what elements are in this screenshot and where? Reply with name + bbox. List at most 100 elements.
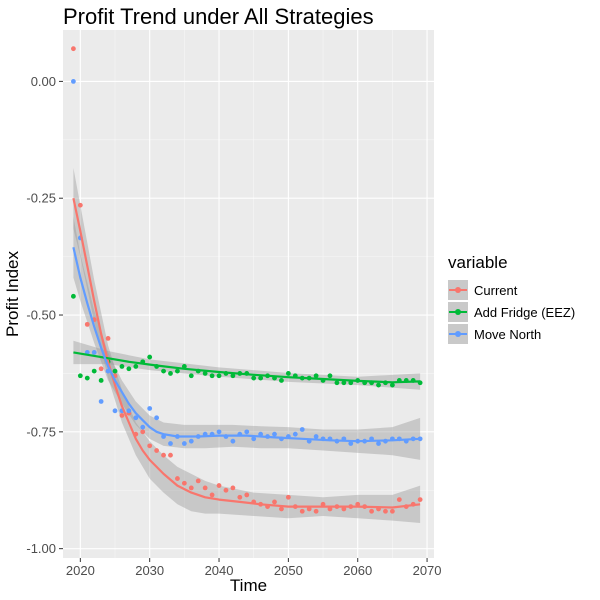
point-move-north <box>272 431 277 437</box>
point-move-north <box>348 441 354 446</box>
point-current <box>175 476 180 481</box>
point-add-fridge-eez <box>313 373 319 379</box>
point-add-fridge-eez <box>71 293 76 299</box>
legend-title: variable <box>448 253 508 272</box>
point-move-north <box>244 429 250 435</box>
x-tick-label: 2040 <box>205 563 234 578</box>
point-add-fridge-eez <box>376 382 381 388</box>
point-add-fridge-eez <box>334 380 340 386</box>
point-move-north <box>91 350 97 355</box>
legend-item-add-fridge: Add Fridge (EEZ) <box>448 301 575 323</box>
point-add-fridge-eez <box>216 373 222 379</box>
axis-ticks: 2020 2030 2040 2050 2060 2070 0.00 -0.25 -0.50 -0… <box>26 74 441 578</box>
point-add-fridge-eez <box>161 368 166 374</box>
x-tick-label: 2030 <box>135 563 164 578</box>
point-move-north <box>299 427 305 432</box>
point-add-fridge-eez <box>209 373 215 379</box>
point-current <box>285 494 291 500</box>
point-current <box>181 480 187 486</box>
point-add-fridge-eez <box>389 382 395 388</box>
point-current <box>327 506 333 512</box>
point-move-north <box>216 429 222 435</box>
point-add-fridge-eez <box>84 375 90 381</box>
legend-label-current: Current <box>474 282 518 298</box>
point-current <box>341 506 347 512</box>
point-add-fridge-eez <box>341 380 347 386</box>
point-move-north <box>112 408 118 414</box>
point-move-north <box>126 408 132 414</box>
point-add-fridge-eez <box>327 373 333 379</box>
legend-dot-add-fridge <box>455 309 461 315</box>
point-add-fridge-eez <box>251 375 257 381</box>
point-add-fridge-eez <box>98 378 104 383</box>
point-move-north <box>188 438 194 444</box>
point-add-fridge-eez <box>119 364 125 369</box>
trend-move-north <box>72 247 421 443</box>
point-move-north <box>140 424 146 430</box>
y-tick-label: -1.00 <box>26 541 56 556</box>
point-current <box>84 321 90 327</box>
point-current <box>147 443 153 449</box>
point-add-fridge-eez <box>285 371 291 376</box>
point-current <box>272 499 277 505</box>
legend-dot-move-north <box>455 331 461 337</box>
legend-key-add-fridge <box>448 302 468 322</box>
point-add-fridge-eez <box>147 354 153 360</box>
point-current <box>140 429 146 435</box>
point-current <box>306 506 312 512</box>
point-move-north <box>154 415 160 421</box>
point-current <box>71 46 76 52</box>
legend-dot-current <box>455 287 461 293</box>
point-move-north <box>133 415 139 421</box>
confidence-bands <box>73 167 421 523</box>
point-current <box>223 487 229 493</box>
point-current <box>237 494 243 500</box>
point-current <box>195 478 201 484</box>
point-current <box>209 492 215 498</box>
band-add-fridge-eez <box>73 340 421 390</box>
point-add-fridge-eez <box>202 371 208 376</box>
point-move-north <box>71 78 76 84</box>
chart-title: Profit Trend under All Strategies <box>63 4 374 29</box>
point-add-fridge-eez <box>133 364 139 369</box>
trend-current <box>72 197 421 509</box>
y-tick-label: 0.00 <box>31 74 56 89</box>
point-current <box>154 448 160 453</box>
legend-item-current: Current <box>448 279 575 301</box>
plot-panel <box>63 30 434 558</box>
point-current <box>279 506 284 512</box>
point-current <box>244 492 250 498</box>
y-axis-title: Profit Index <box>3 251 22 337</box>
point-move-north <box>313 434 319 439</box>
point-current <box>98 366 104 372</box>
y-tick-label: -0.50 <box>26 308 56 323</box>
point-add-fridge-eez <box>230 373 236 379</box>
point-current <box>320 501 326 507</box>
point-add-fridge-eez <box>279 378 284 383</box>
point-add-fridge-eez <box>126 366 132 372</box>
legend-key-move-north <box>448 324 468 344</box>
trend-add-fridge-eez <box>73 351 421 384</box>
x-axis-title: Time <box>230 576 267 595</box>
legend-label-add-fridge: Add Fridge (EEZ) <box>474 304 576 320</box>
point-move-north <box>230 438 236 444</box>
legend-key-current <box>448 280 468 300</box>
point-move-north <box>181 441 187 446</box>
y-tick-label: -0.75 <box>26 424 56 439</box>
band-move-north <box>73 216 421 460</box>
x-tick-label: 2050 <box>274 563 303 578</box>
point-current <box>313 508 319 514</box>
legend-label-move-north: Move North <box>474 326 542 342</box>
point-add-fridge-eez <box>188 373 194 379</box>
point-move-north <box>292 431 298 437</box>
point-current <box>230 485 236 491</box>
point-current <box>202 485 208 491</box>
point-move-north <box>376 441 381 446</box>
point-add-fridge-eez <box>91 368 97 374</box>
point-move-north <box>251 436 257 442</box>
point-current <box>383 508 388 514</box>
y-tick-label: -0.25 <box>26 191 56 206</box>
x-tick-label: 2060 <box>343 563 372 578</box>
point-current <box>77 202 83 208</box>
legend-item-move-north: Move North <box>448 323 575 345</box>
